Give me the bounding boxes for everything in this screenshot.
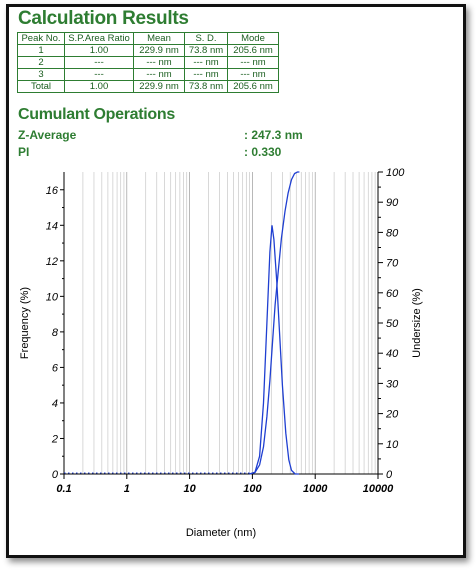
cell-peak: 1 [17,44,65,57]
frequency-series-line [249,225,299,475]
cell-mean: 229.9 nm [133,44,185,57]
undersize-series-line [249,171,300,475]
z-average-label: Z-Average [18,128,77,142]
y-tick-label: 12 [46,256,58,268]
cell-peak: 2 [17,56,65,69]
y2-tick-label: 10 [386,439,399,451]
y2-tick-label: 80 [386,227,399,239]
cell-mean: --- nm [133,68,185,81]
table-header-row: Peak No. S.P.Area Ratio Mean S. D. Mode [17,32,279,45]
cell-sd: --- nm [184,56,228,69]
table-row: 2 --- --- nm --- nm --- nm [17,56,279,69]
y2-tick-label: 40 [386,348,399,360]
y2-tick-label: 70 [386,258,399,270]
cell-mode: --- nm [227,68,279,81]
results-table: Peak No. S.P.Area Ratio Mean S. D. Mode … [17,32,279,93]
cell-ratio: 1.00 [64,80,134,93]
calculation-results-title: Calculation Results [18,8,189,29]
table-row: 1 1.00 229.9 nm 73.8 nm 205.6 nm [17,44,279,57]
distribution-chart: 0 2 4 6 8 10 12 14 16 0 10 20 30 40 50 60 70 80 90 100 0.1 1 1… [19,167,423,539]
y-tick-label: 2 [51,433,58,445]
x-tick-label: 10000 [363,483,394,495]
header-mean: Mean [133,32,185,45]
y2-axis-label: Undersize (%) [411,288,423,358]
cell-peak: Total [17,80,65,93]
cell-ratio: --- [64,68,134,81]
y2-tick-label: 60 [386,288,399,300]
y2-tick-label: 50 [386,318,399,330]
y-tick-label: 16 [46,185,59,197]
table-row: 3 --- --- nm --- nm --- nm [17,68,279,81]
cell-sd: --- nm [184,68,228,81]
header-mode: Mode [227,32,279,45]
chart-area: 0 2 4 6 8 10 12 14 16 0 10 20 30 40 50 60 70 80 90 100 0.1 1 1… [12,160,452,548]
y-tick-label: 4 [52,398,58,410]
x-tick-label: 1000 [303,483,328,495]
table-row: Total 1.00 229.9 nm 73.8 nm 205.6 nm [17,80,279,93]
y-axis-label: Frequency (%) [19,287,31,359]
y-tick-label: 8 [52,327,59,339]
x-tick-label: 10 [183,483,196,495]
cell-mode: 205.6 nm [227,80,279,93]
cell-mean: 229.9 nm [133,80,185,93]
cell-sd: 73.8 nm [184,80,228,93]
pi-value: : 0.330 [244,145,282,159]
header-sd: S. D. [184,32,228,45]
z-average-value: : 247.3 nm [244,128,303,142]
cell-mean: --- nm [133,56,185,69]
cell-sd: 73.8 nm [184,44,228,57]
y-tick-label: 6 [52,362,59,374]
y2-tick-label: 90 [386,197,399,209]
y-tick-label: 10 [46,291,59,303]
y2-tick-label: 100 [386,167,405,179]
header-peak-no: Peak No. [17,32,65,45]
x-tick-label: 1 [124,483,130,495]
y-tick-label: 0 [52,469,59,481]
y2-tick-label: 20 [385,409,399,421]
y2-tick-label: 30 [386,378,399,390]
cell-ratio: 1.00 [64,44,134,57]
cell-peak: 3 [17,68,65,81]
pi-label: PI [18,145,30,159]
header-sp-area-ratio: S.P.Area Ratio [64,32,134,45]
x-tick-label: 0.1 [56,483,71,495]
cumulant-operations-title: Cumulant Operations [18,106,175,123]
cell-mode: --- nm [227,56,279,69]
x-tick-label: 100 [243,483,262,495]
cell-ratio: --- [64,56,134,69]
cell-mode: 205.6 nm [227,44,279,57]
x-axis-label: Diameter (nm) [186,527,256,539]
y2-tick-label: 0 [386,469,393,481]
y-tick-label: 14 [46,220,58,232]
